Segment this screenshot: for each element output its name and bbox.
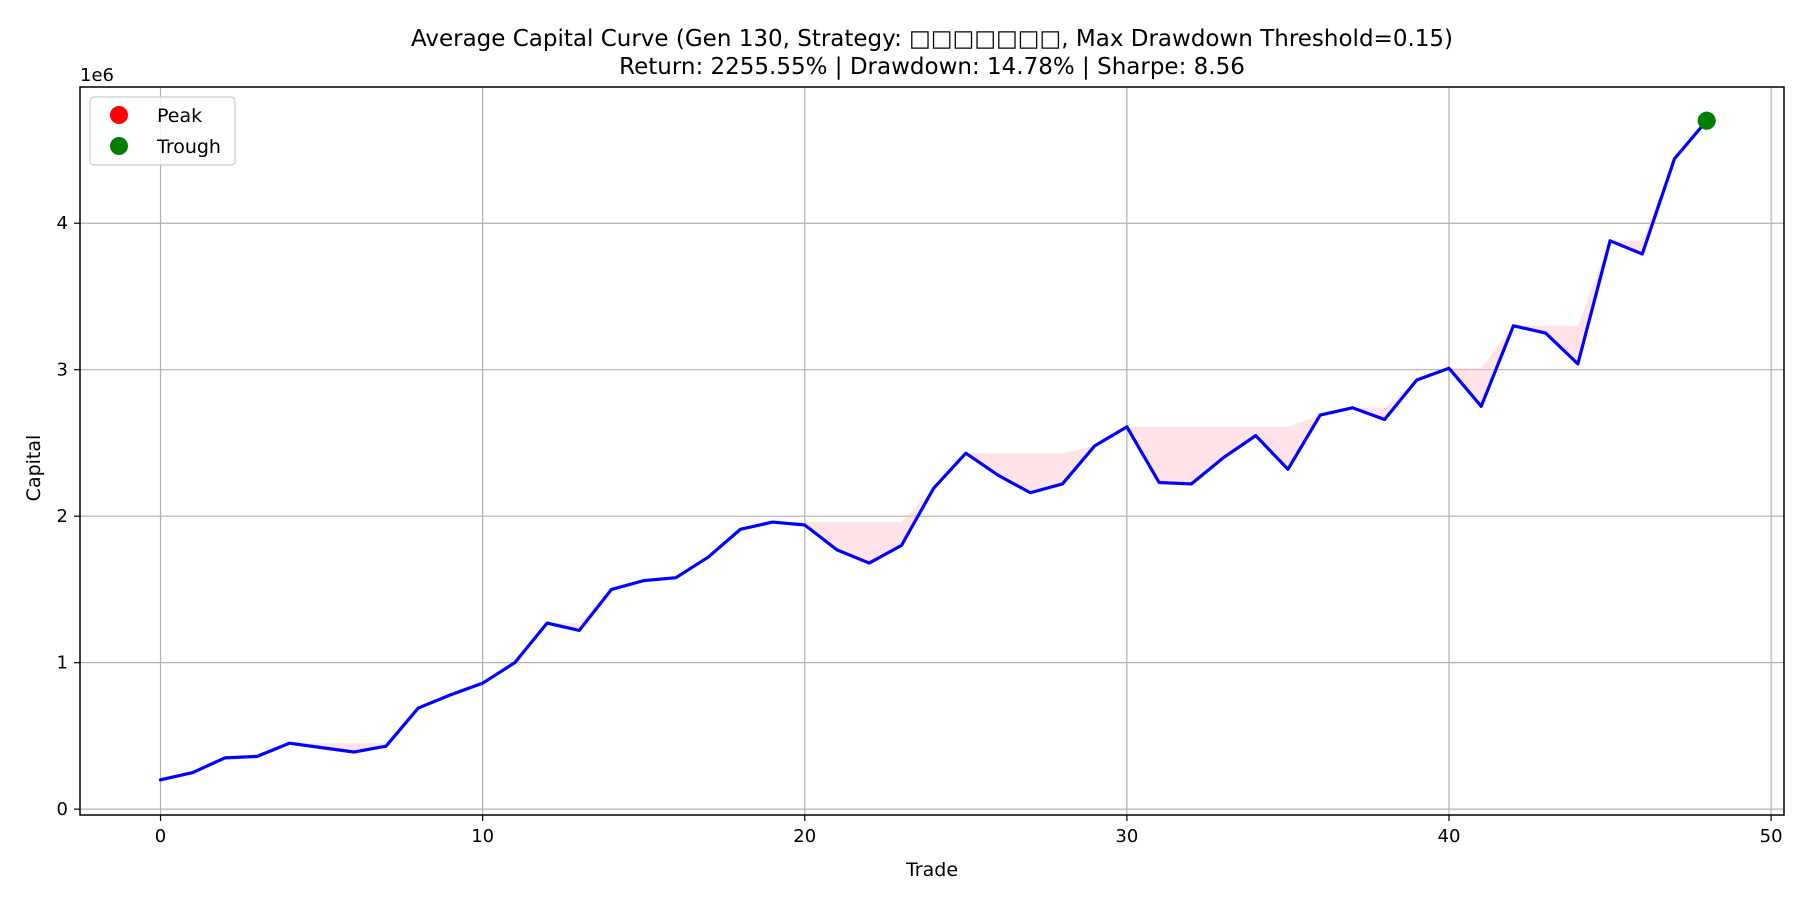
y-axis-label: Capital	[23, 435, 45, 502]
y-tick-label: 0	[57, 799, 68, 820]
x-tick-label: 0	[155, 826, 166, 847]
y-tick-label: 2	[57, 506, 68, 527]
y-axis-ticks: 0 1 2 3 4	[57, 213, 80, 820]
chart-subtitle: Return: 2255.55% | Drawdown: 14.78% | Sh…	[619, 54, 1245, 80]
x-tick-label: 20	[793, 826, 816, 847]
legend-peak-label: Peak	[157, 105, 202, 127]
capital-series-line	[158, 119, 1709, 782]
legend-trough-marker	[110, 137, 128, 155]
x-tick-label: 40	[1438, 826, 1461, 847]
chart-title: Average Capital Curve (Gen 130, Strategy…	[411, 26, 1453, 52]
legend-trough-label: Trough	[156, 136, 221, 158]
x-axis-label: Trade	[905, 859, 958, 881]
x-tick-label: 10	[471, 826, 494, 847]
y-tick-label: 3	[57, 360, 68, 381]
grid	[80, 87, 1784, 815]
x-tick-label: 50	[1760, 826, 1783, 847]
trough-marker	[1697, 111, 1716, 130]
y-tick-label: 4	[57, 213, 68, 234]
legend: Peak Trough	[89, 96, 236, 166]
y-tick-label: 1	[57, 653, 68, 674]
marker-layer	[1697, 111, 1716, 130]
y-offset-label: 1e6	[80, 65, 114, 86]
series-line-layer	[158, 119, 1709, 782]
x-tick-label: 30	[1115, 826, 1138, 847]
x-axis-ticks: 0 10 20 30 40 50	[155, 815, 1783, 847]
legend-peak-marker	[110, 106, 128, 124]
plot-frame	[79, 86, 1785, 816]
